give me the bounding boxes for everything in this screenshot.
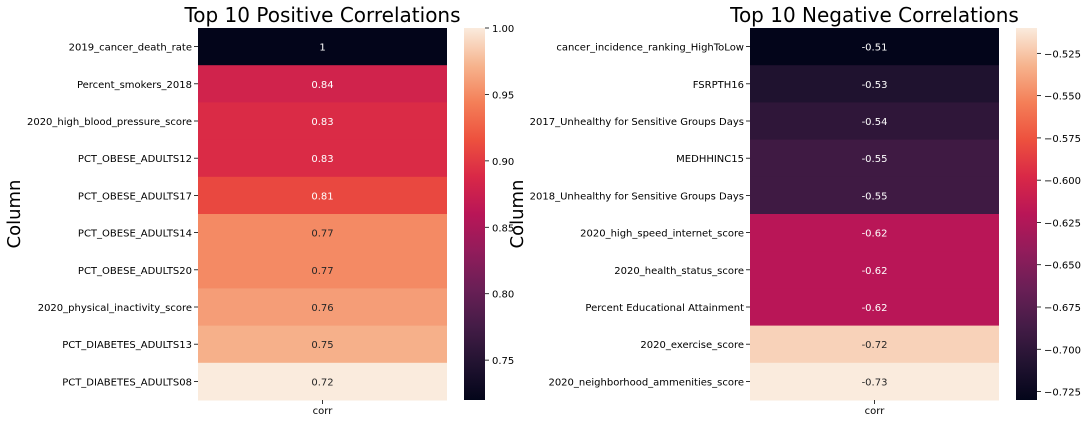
row-tick-label: 2020_neighborhood_ammenities_score [548,377,744,388]
row-tick-label: PCT_OBESE_ADULTS14 [78,229,192,240]
cell-value-label: -0.62 [862,303,888,314]
cell-value-label: -0.55 [862,154,888,165]
cell-value-label: -0.72 [862,340,888,351]
heatmap-cell [750,176,999,215]
heatmap-cell [198,251,447,289]
colorbar-ticks: −0.525 −0.550 −0.575 −0.600 −0.625 −0.650 −0.6… [874,49,1081,404]
heatmap-cell [198,288,447,327]
row-tick-label: PCT_OBESE_ADULTS12 [78,154,192,165]
heatmap-cell [198,176,447,215]
colorbar-tick-label: 0.95 [492,90,514,101]
colorbar-tick-label: −0.725 [1044,388,1081,399]
heatmap-cell [750,28,999,66]
cell-value-label: 0.77 [311,266,333,277]
cell-value-labels: 1 0.84 0.83 0.83 0.81 0.77 0.77 0.76 0.75 0.72 [311,43,333,389]
chart-title: Top 10 Negative Correlations [729,3,1019,27]
row-tick-label: 2020_health_status_score [614,266,744,277]
heatmap-cells [198,28,447,401]
colorbar-tick-label: 0.90 [492,157,514,168]
heatmap-cell [750,288,999,327]
row-tick-label: PCT_OBESE_ADULTS20 [78,266,192,277]
colorbar [1016,28,1037,400]
cell-value-labels: -0.51 -0.53 -0.54 -0.55 -0.55 -0.62 -0.62 -0.62… [862,43,888,389]
cell-value-label: 0.81 [311,191,333,202]
cell-value-label: 0.77 [311,229,333,240]
row-tick-label: 2020_high_blood_pressure_score [27,117,192,128]
colorbar-tick-label: 0.85 [492,223,514,234]
cell-value-label: -0.54 [862,117,888,128]
cell-value-label: -0.62 [862,229,888,240]
row-tick-label: 2019_cancer_death_rate [69,43,192,54]
row-tick-label: MEDHHINC15 [676,154,744,165]
x-tick-label: corr [313,406,334,417]
heatmap-cell [198,214,447,252]
row-tick-labels: 2019_cancer_death_rate Percent_smokers_20… [27,43,198,388]
cell-value-label: -0.51 [862,43,888,54]
negative-correlations-chart: Top 10 Negative Correlations Column -0.5… [507,3,1081,417]
heatmap-cell [750,251,999,289]
colorbar-tick-label: −0.525 [1044,49,1081,60]
colorbar-tick-label: 0.80 [492,290,514,301]
heatmap-cell [750,139,999,178]
cell-value-label: 0.76 [311,303,333,314]
row-tick-label: 2020_physical_inactivity_score [38,303,192,314]
cell-value-label: -0.53 [862,80,888,91]
colorbar-tick-label: −0.575 [1044,134,1081,145]
cell-value-label: -0.62 [862,266,888,277]
row-tick-label: PCT_OBESE_ADULTS17 [78,191,192,202]
row-tick-label: PCT_DIABETES_ADULTS13 [62,340,192,351]
heatmap-cell [750,362,999,401]
row-tick-label: Percent_smokers_2018 [77,80,192,91]
row-tick-label: 2017_Unhealthy for Sensitive Groups Days [530,117,744,128]
cell-value-label: 0.75 [311,340,333,351]
heatmap-cell [750,65,999,103]
cell-value-label: 0.72 [311,377,333,388]
colorbar-tick-label: −0.650 [1044,261,1081,272]
colorbar-ticks: 0.75 0.80 0.85 0.90 0.95 1.00 [322,24,514,404]
heatmap-cell [198,139,447,178]
cell-value-label: 1 [319,43,325,54]
cell-value-label: 0.84 [311,80,333,91]
cell-value-label: 0.83 [311,117,333,128]
heatmap-cell [750,214,999,252]
colorbar-tick-label: −0.675 [1044,303,1081,314]
row-tick-label: 2020_exercise_score [640,340,744,351]
heatmap-cell [198,28,447,66]
colorbar-tick-label: −0.700 [1044,345,1081,356]
row-tick-label: Percent Educational Attainment [585,303,744,314]
chart-title: Top 10 Positive Correlations [183,3,460,27]
row-tick-label: 2018_Unhealthy for Sensitive Groups Days [530,191,744,202]
y-axis-label: Column [507,180,528,249]
row-tick-label: PCT_DIABETES_ADULTS08 [62,377,192,388]
colorbar-tick-label: −0.550 [1044,92,1081,103]
x-tick-label: corr [865,406,886,417]
heatmap-cell [750,102,999,141]
heatmap-cell [198,102,447,141]
cell-value-label: -0.55 [862,191,888,202]
positive-correlations-chart: Top 10 Positive Correlations Column 1 0.8… [4,3,514,417]
row-tick-label: FSRPTH16 [693,80,744,91]
colorbar [464,28,485,400]
heatmap-cell [750,325,999,364]
heatmap-cells [750,28,999,401]
y-axis-label: Column [4,180,25,249]
colorbar-tick-label: 0.75 [492,356,514,367]
heatmap-cell [198,325,447,364]
row-tick-label: cancer_incidence_ranking_HighToLow [556,43,744,54]
heatmap-cell [198,362,447,401]
colorbar-tick-label: −0.600 [1044,176,1081,187]
colorbar-tick-label: 1.00 [492,24,514,35]
heatmap-cell [198,65,447,103]
cell-value-label: 0.83 [311,154,333,165]
cell-value-label: -0.73 [862,377,888,388]
colorbar-tick-label: −0.625 [1044,218,1081,229]
row-tick-label: 2020_high_speed_internet_score [580,229,744,240]
row-tick-labels: cancer_incidence_ranking_HighToLow FSRPTH… [530,43,750,388]
